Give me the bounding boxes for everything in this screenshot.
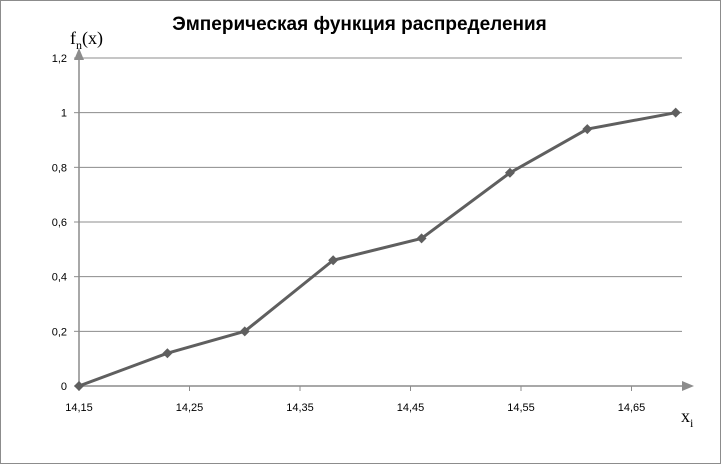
y-tick-label: 1,2	[52, 53, 67, 65]
x-tick-label: 14,25	[176, 402, 204, 414]
x-tick-label: 14,65	[618, 402, 646, 414]
x-axis-arrow	[682, 381, 694, 391]
grid-lines	[79, 57, 682, 332]
x-tick-label: 14,45	[397, 402, 425, 414]
x-tick-label: 14,15	[65, 402, 93, 414]
series-markers	[74, 107, 681, 391]
data-point-marker	[582, 124, 593, 135]
data-point-marker	[239, 326, 250, 337]
data-point-marker	[328, 255, 339, 266]
x-axis-label: xi	[681, 406, 694, 430]
y-axis-arrow	[74, 48, 84, 60]
x-tick-label: 14,55	[507, 402, 535, 414]
y-axis-label: fn(x)	[70, 28, 103, 52]
y-tick-label: 0,8	[52, 162, 67, 174]
y-tick-label: 0	[61, 381, 67, 393]
data-point-marker	[416, 233, 427, 244]
y-tick-label: 0,6	[52, 217, 67, 229]
series-polyline	[78, 111, 676, 388]
axes	[74, 48, 694, 391]
y-tick-label: 0,4	[52, 272, 67, 284]
chart-title: Эмперическая функция распределения	[172, 14, 547, 35]
x-tick-label: 14,35	[286, 402, 314, 414]
x-tick-labels: 14,15 14,25 14,35 14,45 14,55 14,65	[65, 402, 645, 414]
series-line	[78, 111, 676, 388]
y-tick-label: 0,2	[52, 326, 67, 338]
data-point-marker	[162, 348, 173, 359]
data-point-marker	[670, 107, 681, 118]
y-tick-label: 1	[61, 108, 67, 120]
y-tick-labels: 0 0,2 0,4 0,6 0,8 1 1,2	[52, 53, 67, 393]
data-point-marker	[504, 167, 515, 178]
data-point-marker	[74, 381, 84, 391]
